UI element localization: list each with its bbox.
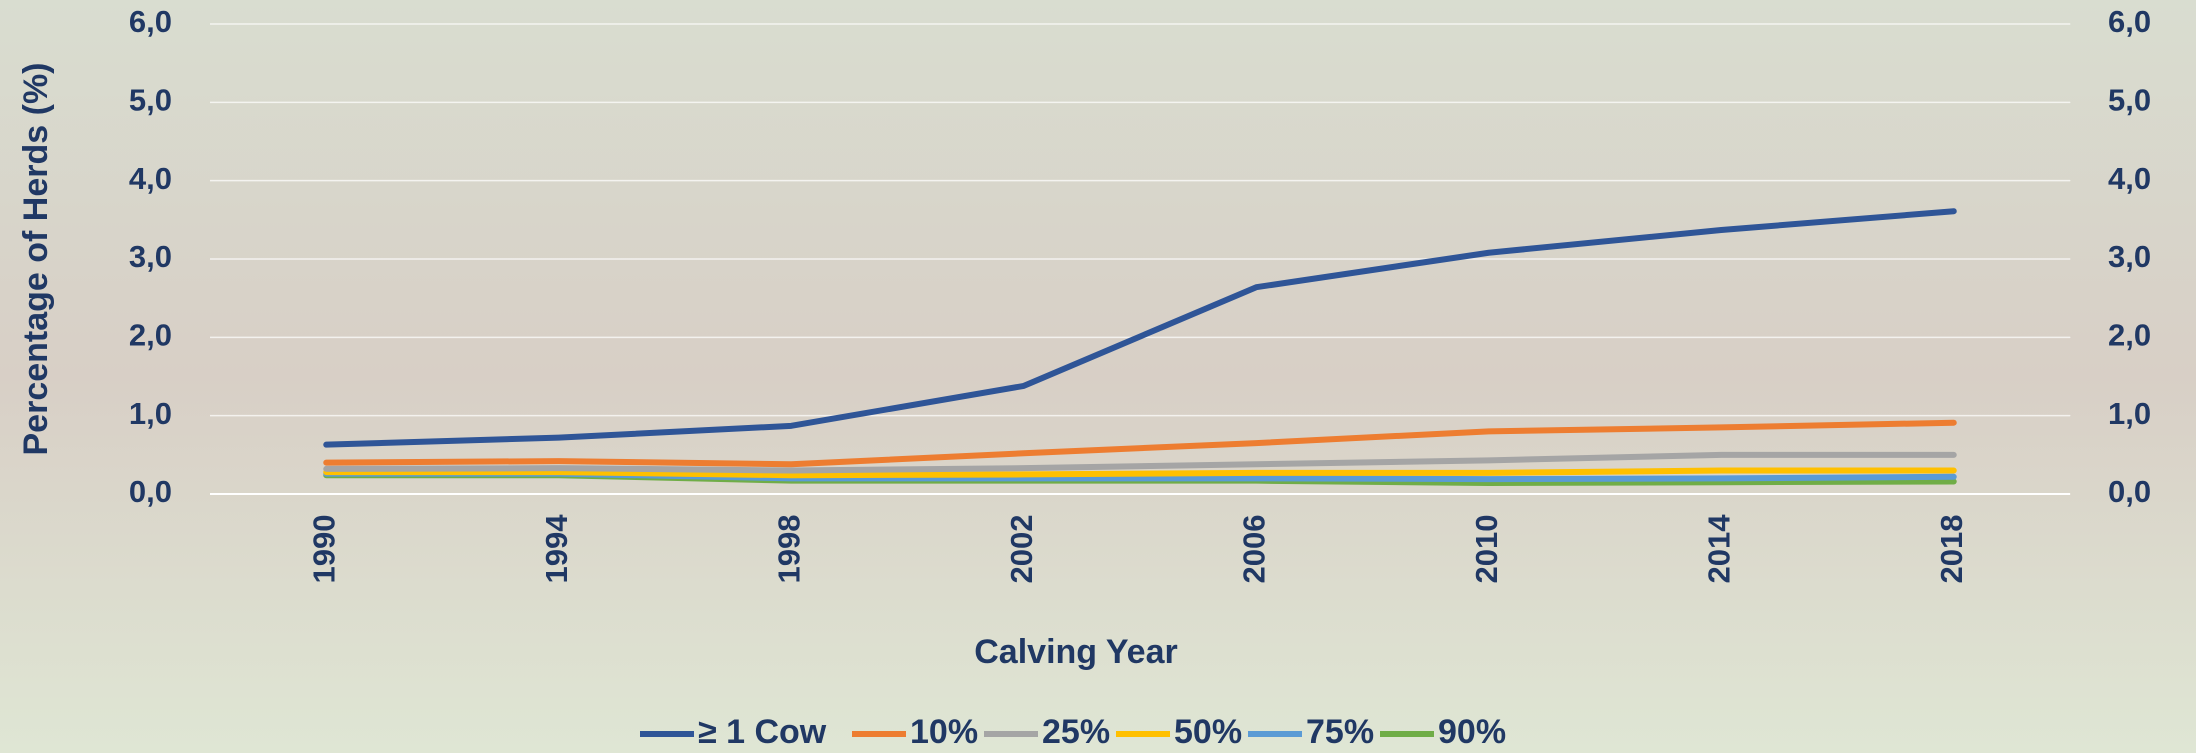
x-axis-title: Calving Year [974, 633, 1178, 671]
x-tick-label: 1994 [539, 514, 574, 584]
y-tick-label: 5,0 [129, 83, 172, 118]
y2-tick-label: 6,0 [2108, 4, 2151, 39]
y2-tick-label: 3,0 [2108, 239, 2151, 274]
y2-tick-label: 1,0 [2108, 396, 2151, 431]
x-tick-label: 1998 [771, 515, 806, 584]
legend-label: 25% [1042, 713, 1110, 751]
y-axis-title: Percentage of Herds (%) [17, 63, 55, 456]
legend-label: 75% [1306, 713, 1374, 751]
y-tick-label: 1,0 [129, 396, 172, 431]
y-tick-label: 4,0 [129, 161, 172, 196]
x-tick-label: 2018 [1934, 515, 1969, 584]
y2-tick-label: 5,0 [2108, 83, 2151, 118]
x-tick-label: 2010 [1469, 515, 1504, 584]
line [323, 451, 1957, 474]
y-tick-label: 6,0 [129, 4, 172, 39]
y-tick-label: 0,0 [129, 474, 172, 509]
line [323, 419, 1957, 468]
y-tick-label: 3,0 [129, 239, 172, 274]
x-tick-label: 2014 [1701, 514, 1736, 584]
y2-tick-label: 2,0 [2108, 318, 2151, 353]
line [323, 208, 1957, 448]
line [323, 467, 1957, 479]
legend-label: 50% [1174, 713, 1242, 751]
y-tick-label: 2,0 [129, 318, 172, 353]
legend-label: ≥ 1 Cow [698, 713, 827, 751]
y2-tick-label: 0,0 [2108, 474, 2151, 509]
y2-tick-label: 4,0 [2108, 161, 2151, 196]
legend-label: 10% [910, 713, 978, 751]
x-tick-label: 2006 [1236, 515, 1271, 584]
x-tick-label: 2002 [1004, 515, 1039, 584]
x-tick-label: 1990 [306, 515, 341, 584]
legend-label: 90% [1438, 713, 1506, 751]
